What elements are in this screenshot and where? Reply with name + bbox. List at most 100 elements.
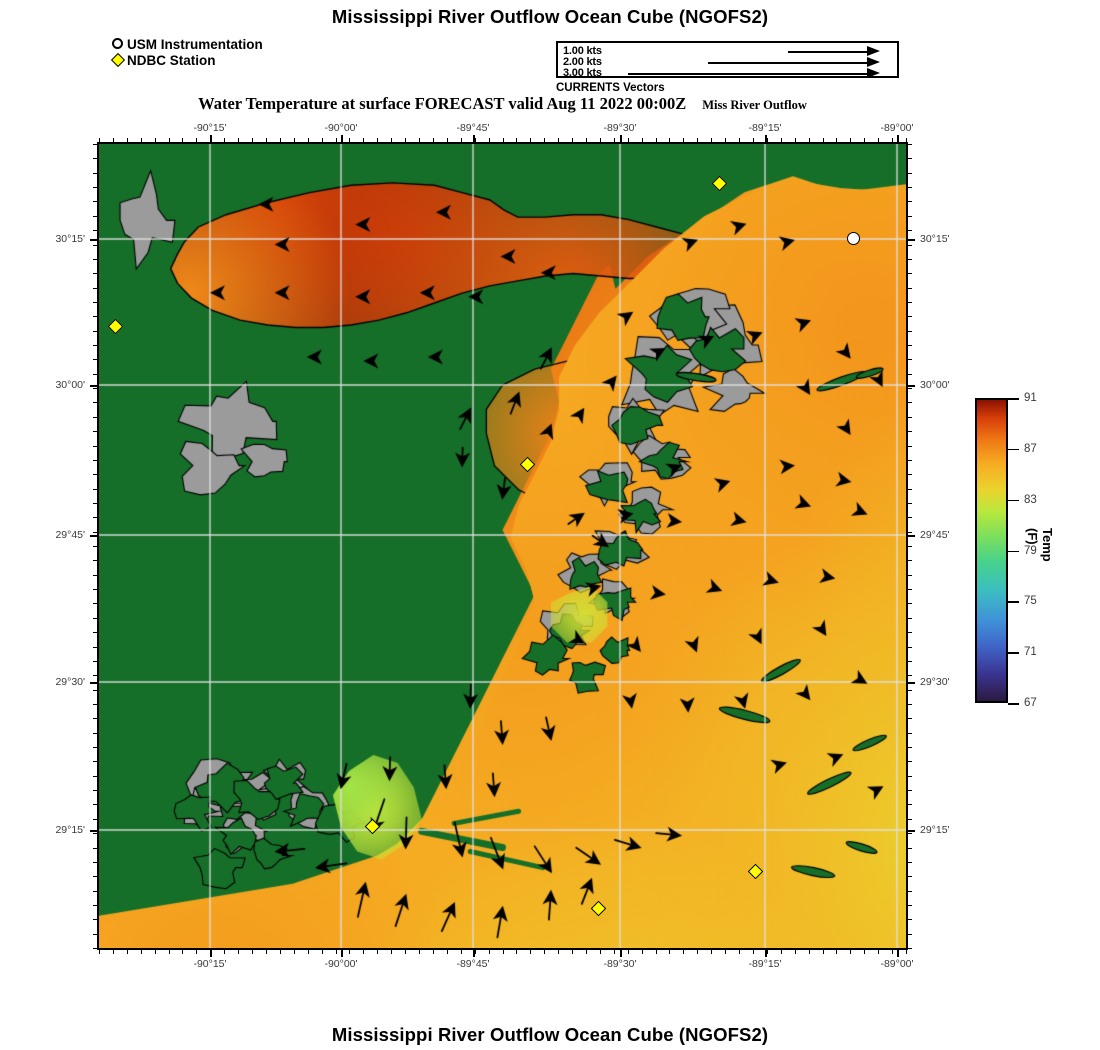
ndbc-station-marker[interactable] (747, 864, 764, 880)
axis-tick (908, 904, 912, 906)
axis-tick (908, 385, 915, 387)
axis-tick (363, 138, 365, 142)
axis-tick (93, 273, 97, 275)
axis-tick (766, 138, 768, 142)
axis-tick (93, 732, 97, 734)
axis-tick (474, 950, 476, 954)
axis-tick (93, 144, 97, 145)
axis-tick (641, 950, 643, 954)
axis-tick (836, 950, 838, 954)
axis-tick (93, 502, 97, 504)
ndbc-station-marker[interactable] (107, 319, 124, 335)
axis-tick (93, 904, 97, 906)
axis-tick (93, 703, 97, 705)
axis-tick (908, 373, 912, 375)
colorbar-tick-label: 79 (1024, 544, 1037, 557)
x-axis-tick-label: -90°15' (193, 958, 227, 970)
axis-tick (558, 138, 560, 142)
ndbc-station-marker[interactable] (711, 175, 727, 192)
axis-tick (279, 138, 281, 142)
ndbc-station-marker[interactable] (365, 818, 381, 834)
axis-tick (908, 535, 915, 537)
axis-tick (93, 718, 97, 720)
map-plot-area[interactable] (97, 142, 908, 950)
axis-tick (908, 718, 912, 720)
legend-item-ndbc: NDBC Station (110, 52, 263, 68)
axis-tick (908, 474, 912, 476)
y-axis-tick-label: 30°00' (55, 379, 85, 391)
axis-tick (620, 135, 622, 142)
axis-tick (93, 775, 97, 777)
axis-tick (908, 703, 912, 705)
axis-tick (906, 950, 907, 954)
axis-tick (908, 919, 912, 921)
axis-tick (908, 546, 912, 547)
usm-instrumentation-marker[interactable] (846, 232, 860, 246)
x-axis-tick-label: -89°45' (456, 958, 490, 970)
axis-tick (908, 531, 912, 533)
vector-legend-label-3: 3.00 kts (563, 67, 602, 79)
axis-tick (377, 138, 379, 142)
vector-legend-row-3: 3.00 kts (558, 67, 897, 79)
axis-tick (93, 244, 97, 246)
y-axis-tick-label: 29°45' (55, 529, 85, 541)
axis-tick (93, 617, 97, 619)
axis-tick (655, 138, 657, 142)
axis-tick (93, 646, 97, 648)
axis-tick (906, 138, 907, 142)
axis-tick (93, 589, 97, 591)
axis-tick (908, 359, 912, 361)
axis-tick (168, 950, 170, 954)
axis-tick (99, 138, 100, 142)
axis-tick (182, 950, 184, 954)
vector-legend-arrowhead-1 (867, 46, 880, 56)
colorbar-tick-label: 87 (1024, 442, 1037, 455)
y-axis-tick-label: 29°45' (920, 529, 950, 541)
colorbar-tick (1008, 703, 1019, 705)
axis-tick (93, 675, 97, 677)
axis-tick (265, 138, 267, 142)
axis-tick (908, 747, 912, 748)
colorbar-tick-label: 71 (1024, 646, 1037, 659)
axis-tick (822, 950, 824, 954)
axis-tick (279, 950, 281, 954)
axis-tick (908, 790, 912, 792)
axis-tick (93, 560, 97, 562)
axis-tick (585, 138, 587, 142)
axis-tick (210, 138, 212, 142)
axis-tick (739, 138, 741, 142)
axis-tick (126, 138, 128, 142)
axis-tick (683, 950, 685, 954)
colorbar-tick-label: 75 (1024, 595, 1037, 608)
axis-tick (293, 950, 295, 954)
axis-tick (93, 388, 97, 390)
x-axis-tick-label: -89°30' (603, 958, 637, 970)
ndbc-station-marker[interactable] (519, 456, 535, 473)
axis-tick (585, 950, 587, 954)
axis-tick (93, 474, 97, 476)
axis-tick (908, 617, 912, 619)
axis-tick (908, 682, 915, 684)
axis-tick (908, 239, 915, 241)
axis-tick (93, 402, 97, 404)
axis-tick (516, 138, 518, 142)
axis-tick (908, 660, 912, 662)
legend-item-usm: USM Instrumentation (110, 37, 263, 52)
axis-tick (90, 830, 97, 832)
axis-tick (908, 948, 912, 949)
colorbar-title: Temp (F) (1025, 528, 1055, 562)
axis-tick (908, 830, 915, 832)
axis-tick (93, 416, 97, 418)
axis-tick (93, 158, 97, 160)
axis-tick (90, 535, 97, 537)
axis-tick (502, 138, 504, 142)
axis-tick (908, 589, 912, 591)
axis-tick (349, 138, 351, 142)
axis-tick (93, 431, 97, 433)
vector-legend-caption: CURRENTS Vectors (556, 82, 665, 94)
axis-tick (908, 258, 912, 260)
axis-tick (908, 833, 912, 835)
ndbc-station-marker[interactable] (591, 901, 607, 917)
axis-tick (93, 531, 97, 533)
axis-tick (908, 459, 912, 461)
